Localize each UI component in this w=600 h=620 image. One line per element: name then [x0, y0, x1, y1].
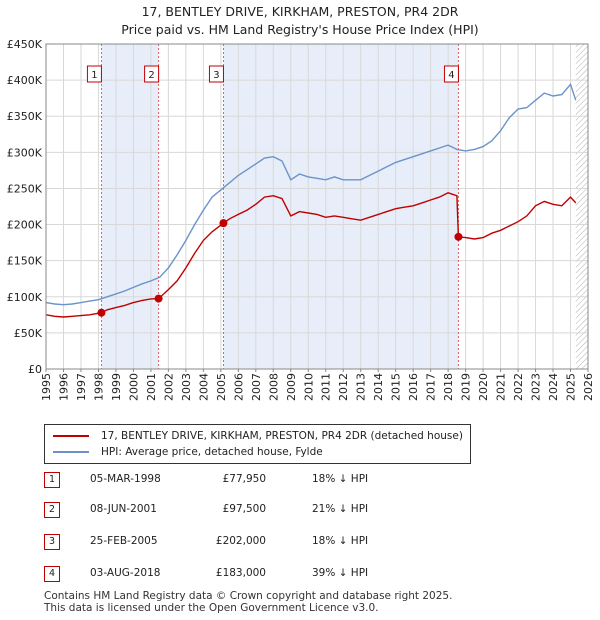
x-tick-label: 2021 — [495, 373, 508, 401]
chart-legend: 17, BENTLEY DRIVE, KIRKHAM, PRESTON, PR4… — [44, 424, 471, 464]
y-tick-label: £50K — [14, 327, 43, 340]
footer-license: This data is licensed under the Open Gov… — [44, 602, 379, 614]
x-tick-label: 2016 — [407, 373, 420, 401]
forecast-hatch — [575, 44, 588, 369]
sale-marker-label: 3 — [213, 70, 219, 81]
sale-row: 2 08-JUN-2001 £97,500 21% ↓ HPI — [44, 500, 564, 520]
chart-subtitle: Price paid vs. HM Land Registry's House … — [121, 22, 479, 37]
legend-item-property: 17, BENTLEY DRIVE, KIRKHAM, PRESTON, PR4… — [53, 429, 463, 443]
x-tick-label: 2000 — [127, 373, 140, 401]
x-tick-label: 2014 — [372, 373, 385, 401]
sale-price: £77,950 — [222, 473, 266, 485]
sale-number-badge: 4 — [44, 566, 60, 582]
sale-price: £183,000 — [215, 567, 266, 579]
x-tick-label: 2017 — [425, 373, 438, 401]
x-tick-label: 2004 — [197, 373, 210, 401]
plot-frame — [45, 43, 589, 370]
y-tick-label: £150K — [7, 255, 43, 268]
x-tick-label: 1996 — [57, 373, 70, 401]
sale-number-badge: 1 — [44, 472, 60, 488]
sale-marker-box — [144, 65, 160, 83]
x-tick-label: 2024 — [547, 373, 560, 401]
x-tick-label: 2003 — [180, 373, 193, 401]
x-tick-label: 2026 — [582, 373, 595, 401]
x-tick-label: 2011 — [320, 373, 333, 401]
footer-attribution: Contains HM Land Registry data © Crown c… — [44, 590, 452, 614]
ownership-period-shade — [101, 44, 159, 369]
sale-row: 1 05-MAR-1998 £77,950 18% ↓ HPI — [44, 470, 564, 490]
legend-property-label: 17, BENTLEY DRIVE, KIRKHAM, PRESTON, PR4… — [101, 430, 463, 442]
x-tick-label: 2006 — [232, 373, 245, 401]
x-tick-label: 1998 — [92, 373, 105, 401]
sale-hpi-diff: 21% ↓ HPI — [312, 503, 369, 515]
y-tick-label: £0 — [28, 363, 42, 376]
sale-hpi-diff: 18% ↓ HPI — [312, 535, 369, 547]
sale-marker-box — [86, 65, 102, 83]
property-price-line — [45, 192, 577, 318]
sale-row: 4 03-AUG-2018 £183,000 39% ↓ HPI — [44, 564, 564, 584]
sale-point — [154, 294, 163, 303]
sale-hpi-diff: 18% ↓ HPI — [312, 473, 369, 485]
price-chart: 1 2 3 4 £0 £50K £100K £150K £200K £250K £300K £350… — [7, 38, 595, 401]
hpi-line — [45, 83, 577, 306]
x-tick-label: 1997 — [75, 373, 88, 401]
y-tick-label: £400K — [7, 74, 43, 87]
x-tick-label: 2008 — [267, 373, 280, 401]
x-tick-label: 2018 — [442, 373, 455, 401]
sale-date: 25-FEB-2005 — [90, 535, 158, 547]
ownership-period-shade — [223, 44, 459, 369]
sale-date: 05-MAR-1998 — [90, 473, 161, 485]
sale-date: 03-AUG-2018 — [90, 567, 161, 579]
y-tick-label: £300K — [7, 146, 43, 159]
sale-marker-label: 2 — [148, 70, 154, 81]
x-tick-label: 2015 — [390, 373, 403, 401]
footer-copyright: Contains HM Land Registry data © Crown c… — [44, 590, 453, 602]
x-tick-label: 1999 — [110, 373, 123, 401]
chart-title: 17, BENTLEY DRIVE, KIRKHAM, PRESTON, PR4… — [141, 4, 459, 19]
y-tick-label: £350K — [7, 110, 43, 123]
sale-row: 3 25-FEB-2005 £202,000 18% ↓ HPI — [44, 532, 564, 552]
x-tick-label: 2022 — [512, 373, 525, 401]
sale-point — [454, 232, 463, 241]
sale-price: £202,000 — [215, 535, 266, 547]
sale-price: £97,500 — [222, 503, 266, 515]
x-tick-label: 2010 — [302, 373, 315, 401]
x-tick-label: 2001 — [145, 373, 158, 401]
x-tick-label: 2007 — [250, 373, 263, 401]
x-tick-label: 2002 — [162, 373, 175, 401]
y-tick-label: £250K — [7, 182, 43, 195]
sale-hpi-diff: 39% ↓ HPI — [312, 567, 369, 579]
sale-point — [97, 308, 106, 317]
y-tick-label: £100K — [7, 291, 43, 304]
sale-marker-label: 4 — [448, 70, 454, 81]
x-tick-label: 2005 — [215, 373, 228, 401]
legend-property-swatch — [53, 435, 89, 437]
sale-number-badge: 3 — [44, 534, 60, 550]
legend-item-hpi: HPI: Average price, detached house, Fyld… — [53, 445, 323, 459]
sale-number-badge: 2 — [44, 502, 60, 518]
x-tick-label: 2009 — [285, 373, 298, 401]
sale-marker-label: 1 — [91, 70, 97, 81]
y-tick-label: £200K — [7, 219, 43, 232]
legend-hpi-swatch — [53, 451, 89, 453]
y-tick-label: £450K — [7, 38, 43, 51]
x-tick-label: 2020 — [477, 373, 490, 401]
sale-date: 08-JUN-2001 — [90, 503, 157, 515]
x-tick-label: 2019 — [460, 373, 473, 401]
sale-marker-box — [208, 65, 224, 83]
x-tick-label: 2013 — [355, 373, 368, 401]
x-tick-label: 2025 — [565, 373, 578, 401]
x-tick-label: 1995 — [40, 373, 53, 401]
sale-point — [219, 219, 228, 228]
legend-hpi-label: HPI: Average price, detached house, Fyld… — [101, 446, 323, 458]
x-tick-label: 2012 — [337, 373, 350, 401]
sale-marker-box — [443, 65, 459, 83]
x-tick-label: 2023 — [530, 373, 543, 401]
